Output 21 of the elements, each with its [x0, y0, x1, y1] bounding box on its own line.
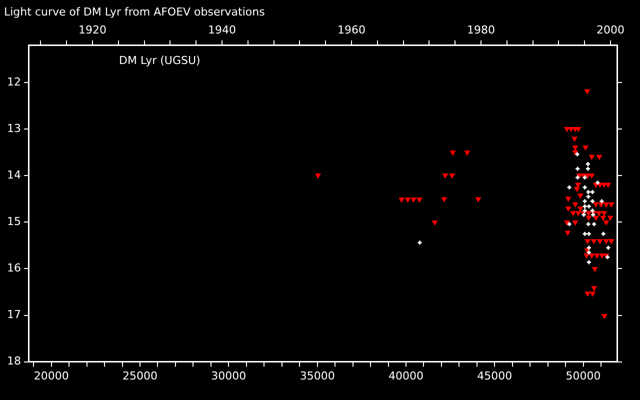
x-tick-label: 30000: [211, 369, 246, 382]
x2-tick-label: 2000: [596, 24, 625, 37]
y-tick-label: 16: [6, 262, 21, 275]
y-tick-label: 18: [6, 354, 21, 368]
annotation: DM Lyr (UGSU): [118, 54, 200, 67]
y-tick-label: 17: [6, 308, 21, 322]
y-tick-label: 13: [6, 122, 21, 136]
x-tick-label: 45000: [477, 369, 512, 382]
y-tick-label: 14: [6, 168, 21, 182]
x-tick-label: 50000: [566, 369, 601, 382]
x2-tick-label: 1980: [467, 24, 496, 37]
x-tick-label: 20000: [34, 369, 69, 382]
chart-title: Light curve of DM Lyr from AFOEV observations: [4, 5, 266, 18]
y-tick-label: 15: [6, 215, 21, 228]
x2-tick-label: 1920: [78, 24, 106, 37]
x2-tick-label: 1940: [208, 24, 236, 37]
x2-tick-label: 1960: [337, 24, 366, 37]
y-tick-label: 12: [6, 75, 21, 88]
x-tick-label: 40000: [388, 369, 424, 382]
x-tick-label: 35000: [300, 369, 335, 382]
x-tick-label: 25000: [122, 369, 158, 382]
